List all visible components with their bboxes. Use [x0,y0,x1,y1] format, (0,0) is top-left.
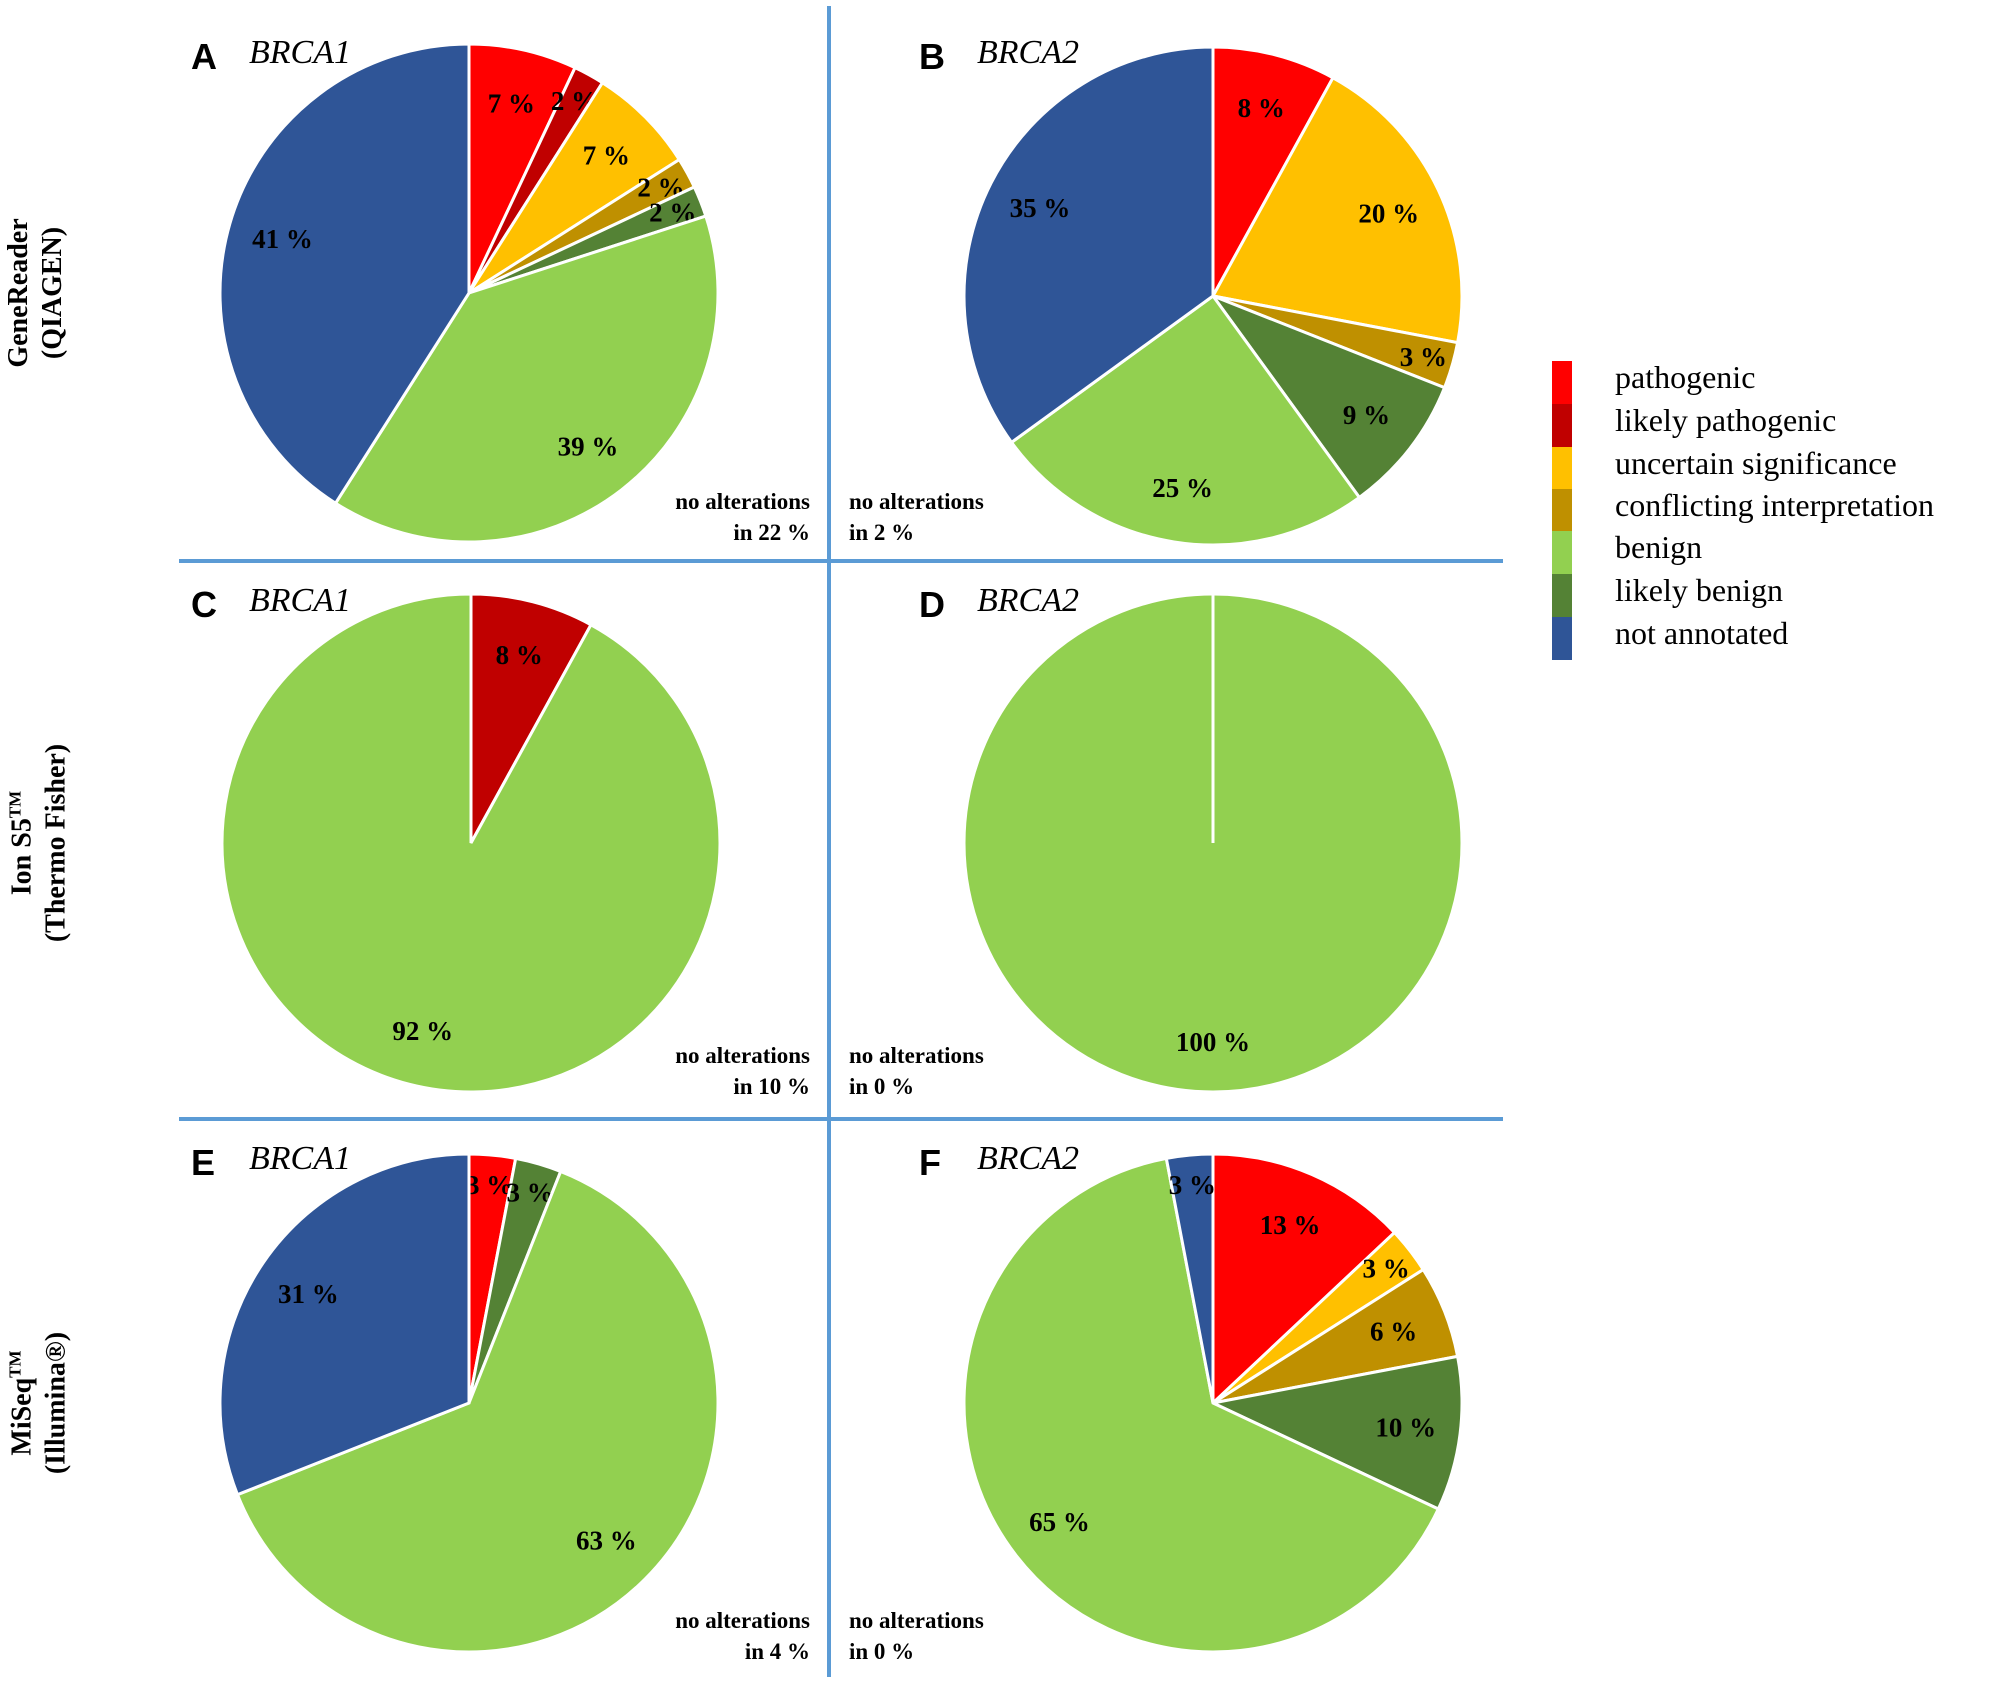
legend-item: likely pathogenic [1552,402,1992,447]
pie-slice-not-annotated [218,42,471,506]
pie-slice-benign [962,1156,1441,1654]
data-label: 63 % [576,1525,637,1555]
panel-letter: B [919,36,945,77]
legend-item: likely benign [1552,572,1992,617]
no-alterations-note: no alterations in 22 % [675,489,810,545]
no-alterations-note: no alterations in 4 % [675,1608,810,1664]
legend-swatch [1552,531,1572,574]
data-label: 41 % [252,224,313,254]
pie-slice-not-annotated [218,1152,471,1497]
legend-item: conflicting interpretation [1552,487,1992,532]
data-label: 92 % [392,1016,453,1046]
gene-title: BRCA1 [249,34,351,71]
no-alterations-note: no alterations in 0 % [849,1608,984,1664]
legend-item: not annotated [1552,615,1992,660]
pie-slice-benign [235,1169,720,1654]
pie-slice-benign [220,592,722,1094]
pie-slice-likely-benign [1208,1354,1464,1512]
legend-label: likely benign [1615,572,1783,608]
legend-label: uncertain significance [1615,445,1897,481]
no-alterations-note: no alterations in 10 % [675,1043,810,1099]
legend-label: conflicting interpretation [1615,487,1934,523]
pie-slice-uncertain-significance [467,80,682,295]
pie-slice-benign [1009,293,1362,547]
data-label: 3 % [1363,1254,1410,1284]
data-label: 3 % [466,1170,513,1200]
data-label: 7 % [488,88,535,118]
legend-swatch [1552,361,1572,404]
pie-slice-pathogenic [1211,1152,1397,1407]
panel-letter: D [919,584,945,625]
legend-swatch [1552,447,1572,490]
legend-swatch [1552,617,1572,660]
data-label: 35 % [1010,193,1071,223]
data-label: 8 % [1238,93,1285,123]
data-label: 7 % [583,141,630,171]
legend-label: pathogenic [1615,359,1756,395]
pie-slice-pathogenic [467,42,578,294]
pie-slice-benign [333,214,720,544]
legend-item: benign [1552,529,1992,574]
row-label-ion-s5: Ion S5TM (Thermo Fisher) [5,743,72,943]
data-label: 6 % [1370,1317,1417,1347]
legend-swatch [1552,574,1572,617]
no-alterations-note: no alterations in 0 % [849,1043,984,1099]
row-label-genereader: GeneReader (QIAGEN) [3,218,68,368]
gene-title: BRCA2 [977,1140,1079,1177]
gene-title: BRCA1 [249,1140,351,1177]
data-label: 3 % [507,1178,554,1208]
data-label: 25 % [1152,473,1213,503]
pie-slice-pathogenic [1211,45,1335,297]
legend-label: likely pathogenic [1615,402,1837,438]
data-label: 9 % [1343,400,1390,430]
data-label: 39 % [558,431,619,461]
panel-letter: A [191,36,217,77]
panel-letter: C [191,584,217,625]
gene-title: BRCA2 [977,34,1079,71]
pie-slice-likely-benign [1208,292,1447,500]
legend-item: pathogenic [1552,359,1992,404]
legend-item: uncertain significance [1552,445,1992,490]
no-alterations-note: no alterations in 2 % [849,489,984,545]
data-label: 10 % [1375,1412,1436,1442]
pie-slice-uncertain-significance [1210,75,1464,345]
legend-label: not annotated [1615,615,1789,651]
gene-title: BRCA2 [977,582,1079,619]
legend-swatch [1552,489,1572,532]
panel-letter: F [919,1142,941,1183]
data-label: 8 % [496,640,543,670]
legend-swatch [1552,404,1572,447]
data-label: 3 % [1400,342,1447,372]
pie-slice-not-annotated [1164,1152,1215,1404]
data-label: 3 % [1169,1170,1216,1200]
pie-slice-not-annotated [962,45,1215,445]
panel-letter: E [191,1142,216,1183]
data-label: 31 % [278,1279,339,1309]
data-label: 65 % [1029,1507,1090,1537]
pie-slice-likely-pathogenic [469,592,593,844]
data-label: 20 % [1358,198,1419,228]
row-label-miseq: MiSeqTM (Illumina®) [5,1331,72,1475]
data-label: 13 % [1260,1210,1321,1240]
legend-label: benign [1615,529,1703,565]
data-label: 100 % [1176,1027,1250,1057]
gene-title: BRCA1 [249,582,351,619]
